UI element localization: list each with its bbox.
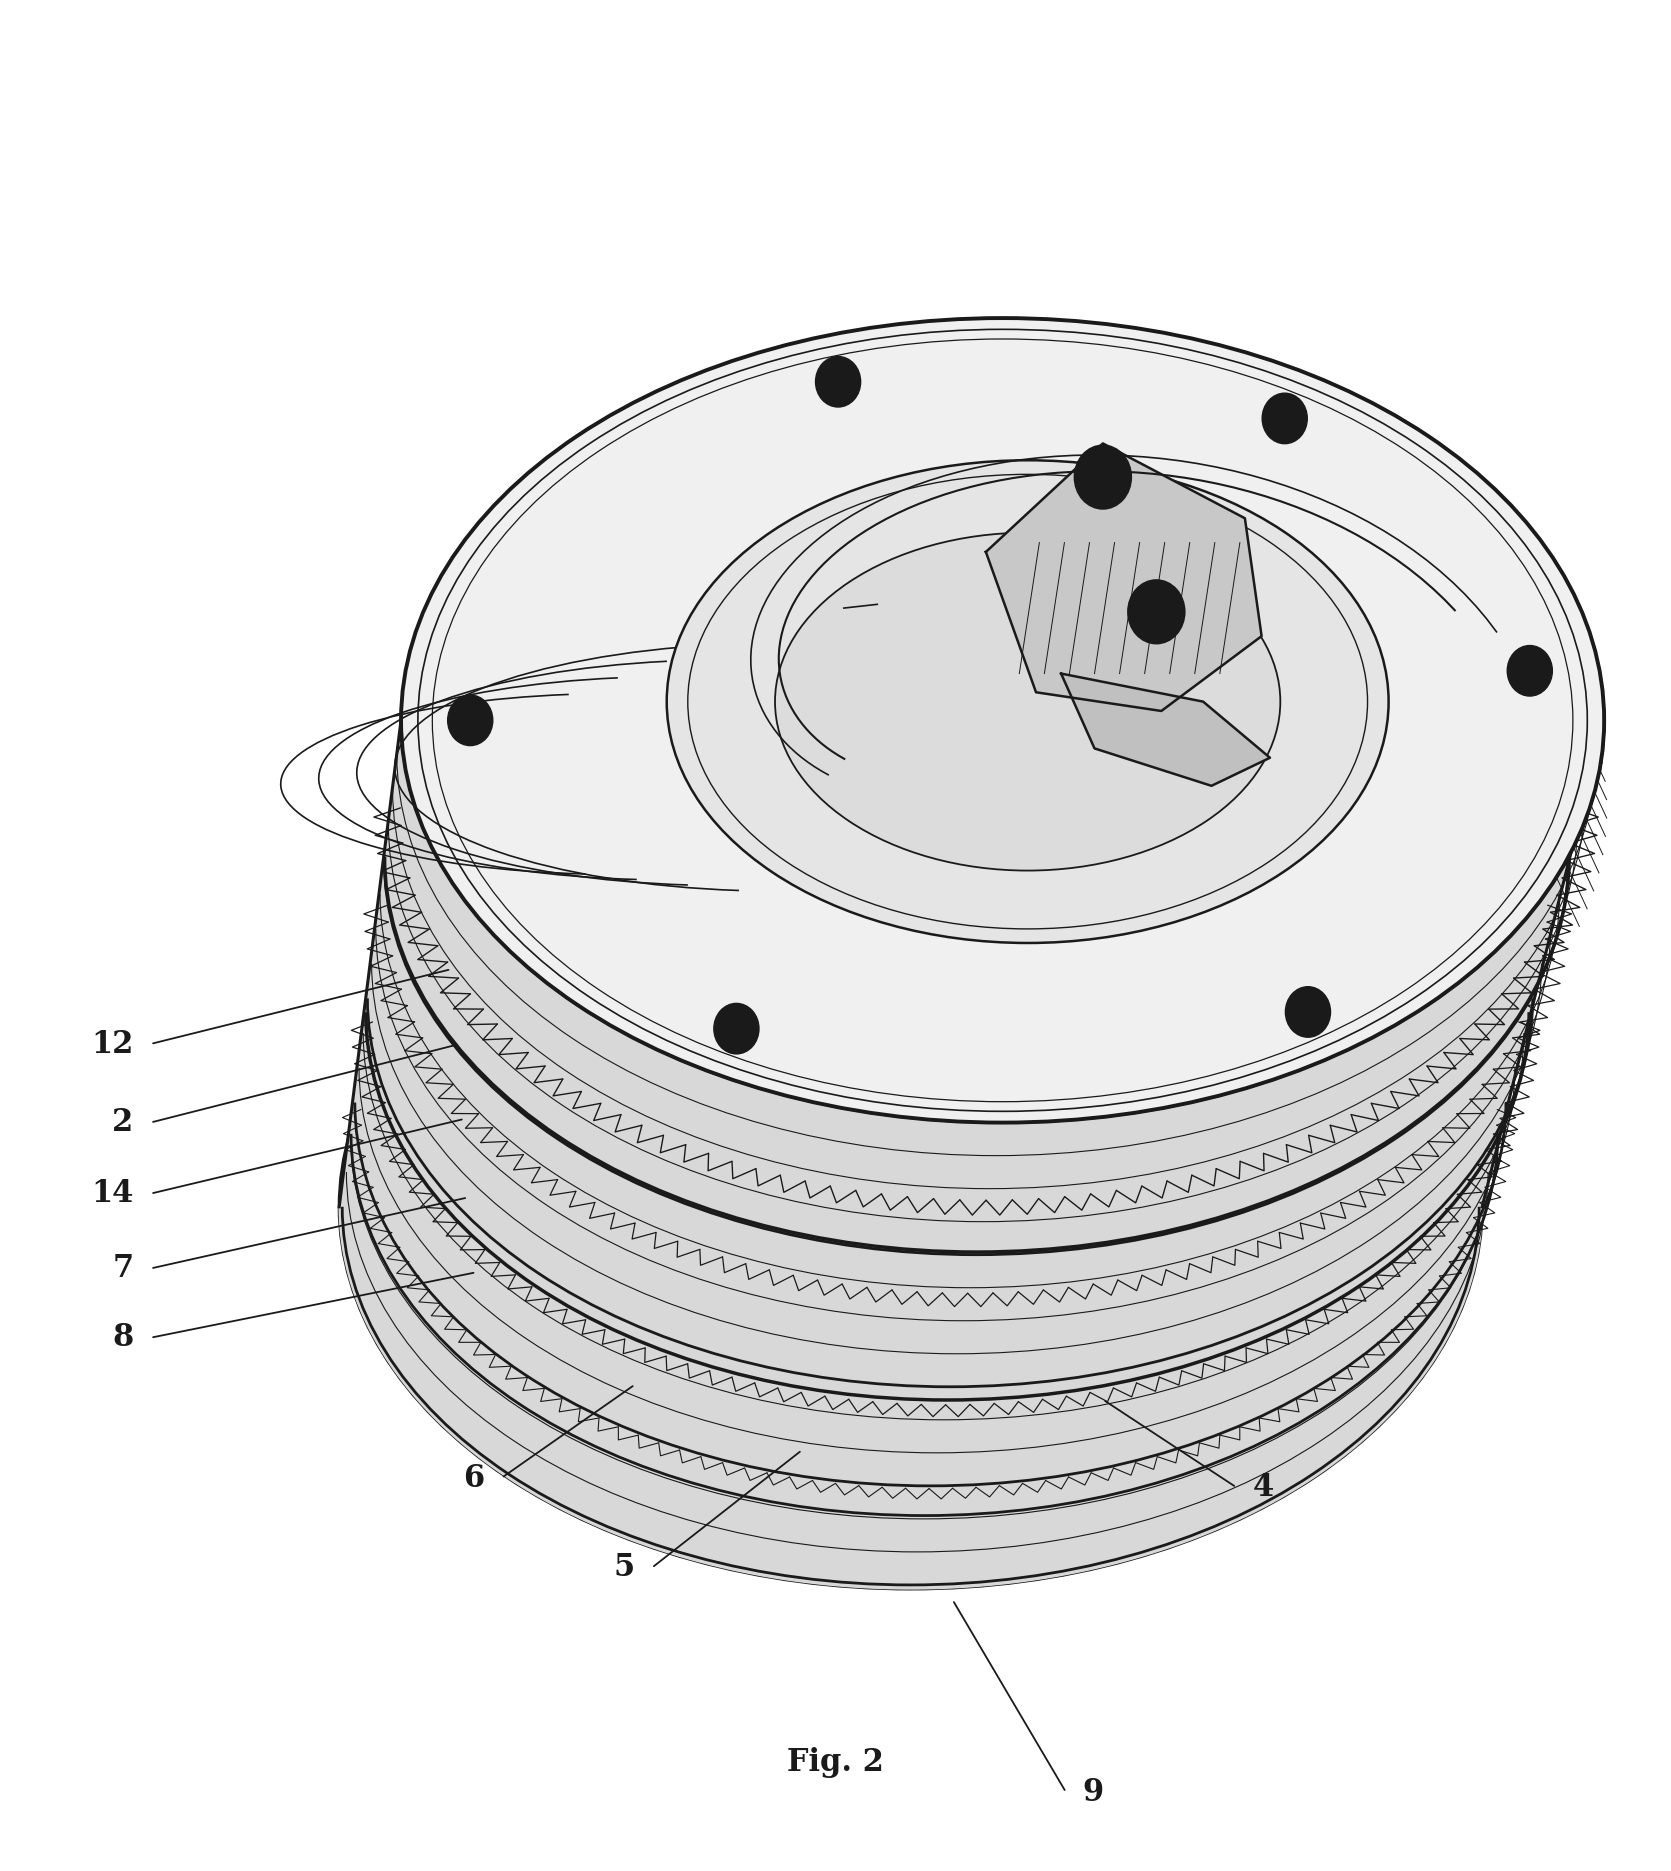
Text: 7: 7 bbox=[112, 1254, 134, 1284]
Circle shape bbox=[448, 696, 493, 747]
Circle shape bbox=[1128, 580, 1185, 644]
Text: 8: 8 bbox=[112, 1323, 134, 1353]
Circle shape bbox=[714, 1003, 759, 1053]
Ellipse shape bbox=[775, 533, 1280, 870]
Ellipse shape bbox=[401, 318, 1604, 1123]
Text: 12: 12 bbox=[92, 1029, 134, 1059]
Polygon shape bbox=[339, 720, 1604, 1588]
Circle shape bbox=[1507, 645, 1552, 696]
Text: 2: 2 bbox=[112, 1108, 134, 1138]
Ellipse shape bbox=[667, 460, 1389, 943]
Text: 9: 9 bbox=[1083, 1777, 1105, 1807]
Polygon shape bbox=[986, 443, 1262, 711]
Circle shape bbox=[1285, 986, 1330, 1037]
Text: 6: 6 bbox=[463, 1463, 485, 1493]
Ellipse shape bbox=[339, 825, 1482, 1588]
Circle shape bbox=[1262, 393, 1307, 443]
Polygon shape bbox=[1061, 674, 1270, 786]
Text: Fig. 2: Fig. 2 bbox=[787, 1748, 884, 1777]
Text: 14: 14 bbox=[92, 1179, 134, 1209]
Text: 5: 5 bbox=[613, 1553, 635, 1583]
Circle shape bbox=[815, 357, 861, 408]
Text: 4: 4 bbox=[1253, 1472, 1275, 1502]
Circle shape bbox=[1074, 445, 1131, 509]
